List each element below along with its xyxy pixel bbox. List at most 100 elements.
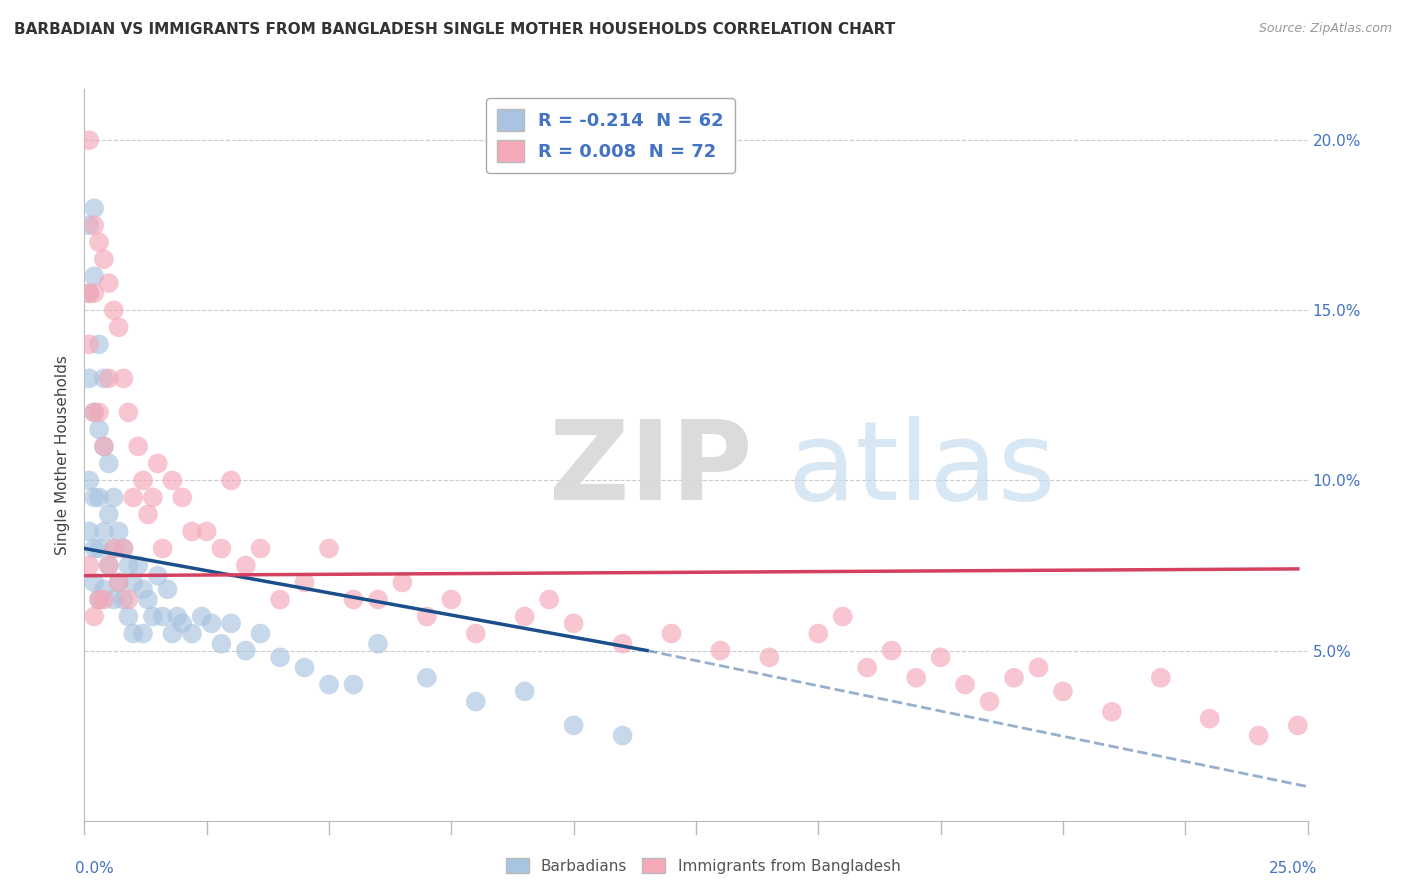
Legend: Barbadians, Immigrants from Bangladesh: Barbadians, Immigrants from Bangladesh [499,852,907,880]
Point [103,592,125,607]
Point [107,320,129,334]
Point [249,541,271,556]
Point [127,439,149,453]
Point [87,235,110,250]
Point [93,524,115,539]
Point [294,660,316,674]
Point [172,616,194,631]
Point [77,337,100,351]
Point [132,626,155,640]
Point [440,592,463,607]
Point [249,626,271,640]
Point [97,558,120,573]
Point [97,371,120,385]
Point [136,508,159,522]
Point [318,677,340,691]
Point [83,269,105,284]
Point [77,558,100,573]
Point [83,405,105,419]
Point [562,616,585,631]
Point [103,303,125,318]
Point [612,637,634,651]
Point [709,643,731,657]
Point [87,337,110,351]
Point [391,575,413,590]
Point [87,592,110,607]
Point [122,491,145,505]
Point [880,643,903,657]
Point [87,405,110,419]
Point [117,609,139,624]
Point [77,219,100,233]
Point [342,592,364,607]
Point [97,276,120,290]
Point [807,626,830,640]
Point [136,592,159,607]
Point [367,637,389,651]
Point [117,558,139,573]
Point [342,677,364,691]
Point [87,422,110,436]
Point [209,637,232,651]
Point [112,592,135,607]
Point [87,491,110,505]
Point [93,371,115,385]
Point [172,491,194,505]
Point [464,626,486,640]
Point [107,575,129,590]
Point [294,575,316,590]
Point [117,405,139,419]
Point [1101,705,1123,719]
Text: Source: ZipAtlas.com: Source: ZipAtlas.com [1258,22,1392,36]
Point [195,524,218,539]
Point [97,558,120,573]
Point [87,592,110,607]
Point [93,439,115,453]
Point [162,626,184,640]
Point [538,592,561,607]
Point [464,695,486,709]
Point [235,558,257,573]
Point [979,695,1001,709]
Point [122,575,145,590]
Point [142,609,165,624]
Legend: R = -0.214  N = 62, R = 0.008  N = 72: R = -0.214 N = 62, R = 0.008 N = 72 [486,98,735,173]
Point [1002,671,1025,685]
Point [146,457,169,471]
Point [77,286,100,301]
Text: atlas: atlas [787,416,1056,523]
Point [758,650,780,665]
Point [93,582,115,597]
Point [831,609,853,624]
Point [77,286,100,301]
Point [127,558,149,573]
Point [162,474,184,488]
Text: 0.0%: 0.0% [75,862,114,877]
Point [1247,729,1270,743]
Point [103,541,125,556]
Point [235,643,257,657]
Point [142,491,165,505]
Point [181,626,204,640]
Point [318,541,340,556]
Point [152,609,174,624]
Point [83,219,105,233]
Point [219,616,242,631]
Point [562,718,585,732]
Point [146,568,169,582]
Point [513,684,536,698]
Point [513,609,536,624]
Point [83,609,105,624]
Point [269,592,291,607]
Point [209,541,232,556]
Point [905,671,928,685]
Point [112,541,135,556]
Point [83,491,105,505]
Point [83,541,105,556]
Point [1052,684,1074,698]
Point [1198,712,1220,726]
Point [97,508,120,522]
Point [856,660,879,674]
Point [367,592,389,607]
Point [117,592,139,607]
